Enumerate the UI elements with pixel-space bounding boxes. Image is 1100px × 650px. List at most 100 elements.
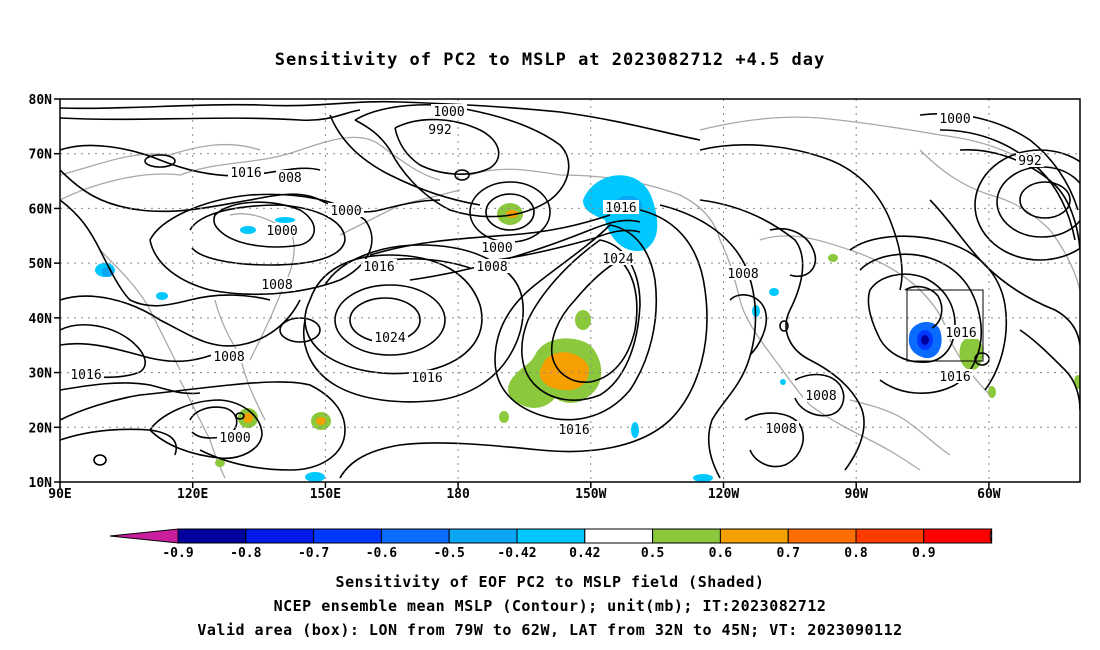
longitude-axis: 90E 120E 150E 180 150W 120W 90W 60W	[48, 482, 1001, 502]
colorbar: -0.9 -0.8 -0.7 -0.6 -0.5 -0.42 0.42 0.5 0.6 0.7 0.…	[109, 528, 993, 561]
latitude-label: 10N	[29, 476, 53, 491]
contour-value-label: 1008	[805, 389, 836, 404]
contour-label-bg	[763, 421, 799, 435]
contour-label-bg	[937, 111, 973, 125]
caption-shaded: Sensitivity of EOF PC2 to MSLP field (Sh…	[335, 573, 765, 591]
colorbar-swatch	[313, 528, 382, 544]
contour-value-label: 1000	[939, 112, 970, 127]
contour-value-label: 1000	[266, 224, 297, 239]
longitude-label: 120W	[708, 487, 739, 502]
contour-label-bg	[68, 367, 104, 381]
contour-label-bg	[259, 277, 295, 291]
contour-value-label: 992	[428, 123, 451, 138]
contour-value-label: 1000	[433, 105, 464, 120]
contour-value-label: 1016	[558, 423, 589, 438]
colorbar-swatch	[855, 528, 925, 544]
contour-label-bg	[276, 170, 304, 184]
longitude-label: 120E	[177, 487, 208, 502]
contour-value-label: 1016	[411, 371, 442, 386]
contour-label-bg	[426, 122, 454, 136]
contour-label-bg	[600, 251, 636, 265]
colorbar-swatch	[380, 528, 450, 544]
contour-value-label: 1024	[374, 331, 405, 346]
colorbar-tick-label: 0.5	[641, 546, 664, 561]
longitude-label: 150W	[575, 487, 606, 502]
contour-value-label: 1016	[230, 166, 261, 181]
colorbar-swatch	[516, 528, 586, 544]
contour-value-label: 008	[278, 171, 301, 186]
contour-value-label: 1008	[727, 267, 758, 282]
colorbar-tick-label: -0.8	[230, 546, 261, 561]
contour-value-label: 1016	[363, 260, 394, 275]
colorbar-tick-label: -0.6	[366, 546, 397, 561]
contour-label-bg	[361, 259, 397, 273]
longitude-label: 90E	[48, 487, 71, 502]
colorbar-tick-label: 0.7	[776, 546, 799, 561]
colorbar-end-right	[989, 528, 993, 544]
contour-value-label: 1008	[213, 350, 244, 365]
mslp-contours	[60, 100, 1080, 479]
contour-label-bg	[217, 430, 253, 444]
colorbar-swatch	[448, 528, 518, 544]
contour-labels: 1000 992 1000 992 1016 008 1000 1016 1000 1000 100…	[68, 104, 1044, 446]
colorbar-swatch	[177, 528, 247, 544]
colorbar-tick-label: -0.42	[497, 546, 536, 561]
latitude-label: 70N	[29, 148, 53, 163]
longitude-label: 180	[446, 487, 470, 502]
longitude-label: 90W	[844, 487, 868, 502]
contour-value-label: 1024	[602, 252, 633, 267]
colorbar-tick-label: 0.42	[569, 546, 600, 561]
contour-value-label: 1008	[765, 422, 796, 437]
colorbar-tick-label: -0.9	[162, 546, 193, 561]
latitude-label: 80N	[29, 93, 53, 108]
map-title: Sensitivity of PC2 to MSLP at 2023082712…	[274, 50, 826, 70]
valid-area-box	[906, 289, 984, 362]
contour-label-bg	[409, 370, 445, 384]
contour-label-bg	[264, 223, 300, 237]
contour-label-bg	[725, 266, 761, 280]
contour-label-bg	[474, 259, 510, 273]
contour-label-bg	[603, 200, 639, 214]
graticule	[60, 99, 1080, 482]
colorbar-tick-label: -0.7	[298, 546, 329, 561]
longitude-label: 150E	[310, 487, 341, 502]
sensitivity-shading	[95, 175, 1080, 482]
contour-value-label: 992	[1018, 154, 1041, 169]
colorbar-tick-label: 0.9	[912, 546, 935, 561]
contour-label-bg	[556, 422, 592, 436]
contour-value-label: 1016	[939, 370, 970, 385]
plot-frame	[59, 98, 1081, 483]
colorbar-swatch	[652, 528, 721, 544]
latitude-axis: 80N 70N 60N 50N 40N 30N 20N 10N	[29, 93, 60, 491]
colorbar-swatch	[923, 528, 993, 544]
contour-value-label: 1000	[481, 241, 512, 256]
contour-value-label: 1016	[70, 368, 101, 383]
contour-label-bg	[479, 240, 515, 254]
contour-value-label: 1016	[945, 326, 976, 341]
contour-label-bg	[228, 165, 264, 179]
latitude-label: 50N	[29, 257, 53, 272]
caption-contour: NCEP ensemble mean MSLP (Contour); unit(…	[273, 597, 827, 615]
contour-value-label: 1008	[476, 260, 507, 275]
contour-label-bg	[328, 203, 364, 217]
colorbar-swatch	[787, 528, 857, 544]
colorbar-tick-label: -0.5	[434, 546, 465, 561]
latitude-label: 60N	[29, 202, 53, 217]
latitude-label: 20N	[29, 421, 53, 436]
contour-label-bg	[803, 388, 839, 402]
latitude-label: 30N	[29, 367, 53, 382]
contour-label-bg	[372, 330, 408, 344]
colorbar-swatch	[719, 528, 789, 544]
contour-value-label: 1008	[261, 278, 292, 293]
contour-label-bg	[1016, 153, 1044, 167]
latitude-label: 40N	[29, 312, 53, 327]
contour-label-bg	[943, 325, 979, 339]
contour-value-label: 1000	[219, 431, 250, 446]
colorbar-end-left	[109, 528, 179, 544]
colorbar-tick-label: 0.8	[844, 546, 868, 561]
contour-label-bg	[211, 349, 247, 363]
caption-valid-area: Valid area (box): LON from 79W to 62W, L…	[197, 621, 903, 639]
colorbar-tick-label: 0.6	[709, 546, 733, 561]
colorbar-swatch	[584, 528, 654, 544]
